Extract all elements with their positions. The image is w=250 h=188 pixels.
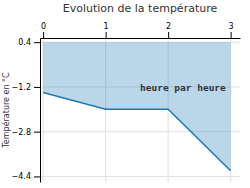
axis-line (40, 39, 41, 183)
tick-label: −1.2 (12, 83, 31, 92)
tick-label: 1 (104, 22, 109, 31)
tick: 0 (41, 22, 46, 38)
tick: 2 (166, 22, 171, 38)
grid-line (40, 176, 240, 177)
tick-mark (168, 32, 169, 38)
tick: −1.2 (12, 83, 40, 92)
tick-mark (34, 42, 40, 43)
annotation: heure par heure (140, 82, 226, 93)
axis-line (41, 38, 241, 39)
x-axis: 0 1 2 3 (41, 22, 241, 39)
tick: −2.8 (12, 128, 40, 137)
tick-mark (43, 32, 44, 38)
grid (40, 38, 240, 182)
y-axis-title: Température en °C (1, 72, 11, 149)
marks (43, 42, 231, 171)
tick: 3 (229, 22, 234, 38)
tick-label: 0.4 (18, 38, 31, 47)
chart: Evolution de la température 0 1 2 3 0.4 −1.2 −2… (0, 0, 250, 188)
tick-label: 2 (166, 22, 171, 31)
tick-label: −2.8 (12, 128, 31, 137)
tick-mark (34, 176, 40, 177)
tick: 1 (104, 22, 109, 38)
tick-label: 0 (41, 22, 46, 31)
area (43, 42, 231, 171)
line (43, 93, 231, 171)
tick-label: −4.4 (12, 172, 31, 181)
tick-mark (231, 32, 232, 38)
tick-mark (106, 32, 107, 38)
title: Evolution de la température (63, 2, 218, 15)
tick: 0.4 (18, 38, 40, 47)
tick-mark (34, 132, 40, 133)
y-axis: 0.4 −1.2 −2.8 −4.4 (12, 38, 41, 182)
tick-mark (34, 87, 40, 88)
tick-label: 3 (229, 22, 234, 31)
tick: −4.4 (12, 172, 40, 181)
plot: 0 1 2 3 0.4 −1.2 −2.8 −4.4 heure par heure (12, 22, 241, 183)
